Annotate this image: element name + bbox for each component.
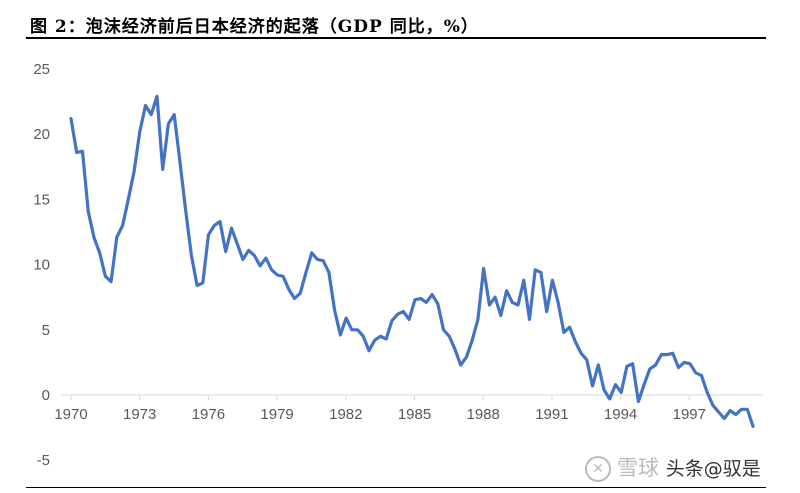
y-tick-label: 15 [33, 191, 50, 208]
y-axis: -5 0 5 10 15 20 25 [33, 61, 50, 469]
snowball-logo-icon: ✕ [585, 456, 611, 482]
y-tick-label: -5 [37, 452, 50, 469]
x-tick-label: 1991 [535, 406, 568, 423]
gdp-growth-line [69, 94, 755, 428]
bottom-rule [26, 487, 766, 488]
series-gdp [69, 94, 755, 428]
y-tick-label: 0 [42, 387, 50, 404]
x-axis: 1970 1973 1976 1979 1982 1985 1988 1991 1994 1997 [54, 394, 762, 423]
x-tick-label: 1988 [467, 406, 500, 423]
watermark-handle: 头条@驭是 [665, 458, 761, 480]
x-tick-label: 1979 [260, 406, 293, 423]
y-tick-label: 20 [33, 126, 50, 143]
title-underline [26, 37, 766, 39]
watermark: ✕ 雪球 头条@驭是 [585, 452, 761, 482]
figure-title: 图 2：泡沫经济前后日本经济的起落（GDP 同比，%） [30, 17, 479, 37]
x-tick-label: 1982 [329, 406, 362, 423]
x-tick-label: 1997 [673, 406, 706, 423]
x-tick-label: 1985 [398, 406, 431, 423]
y-tick-label: 10 [33, 257, 50, 274]
x-tick-label: 1976 [192, 406, 225, 423]
x-tick-label: 1973 [123, 406, 156, 423]
x-tick-label: 1994 [604, 406, 637, 423]
watermark-brand: 雪球 [617, 456, 659, 480]
x-tick-label: 1970 [54, 406, 87, 423]
y-tick-label: 5 [42, 322, 50, 339]
y-tick-label: 25 [33, 61, 50, 78]
